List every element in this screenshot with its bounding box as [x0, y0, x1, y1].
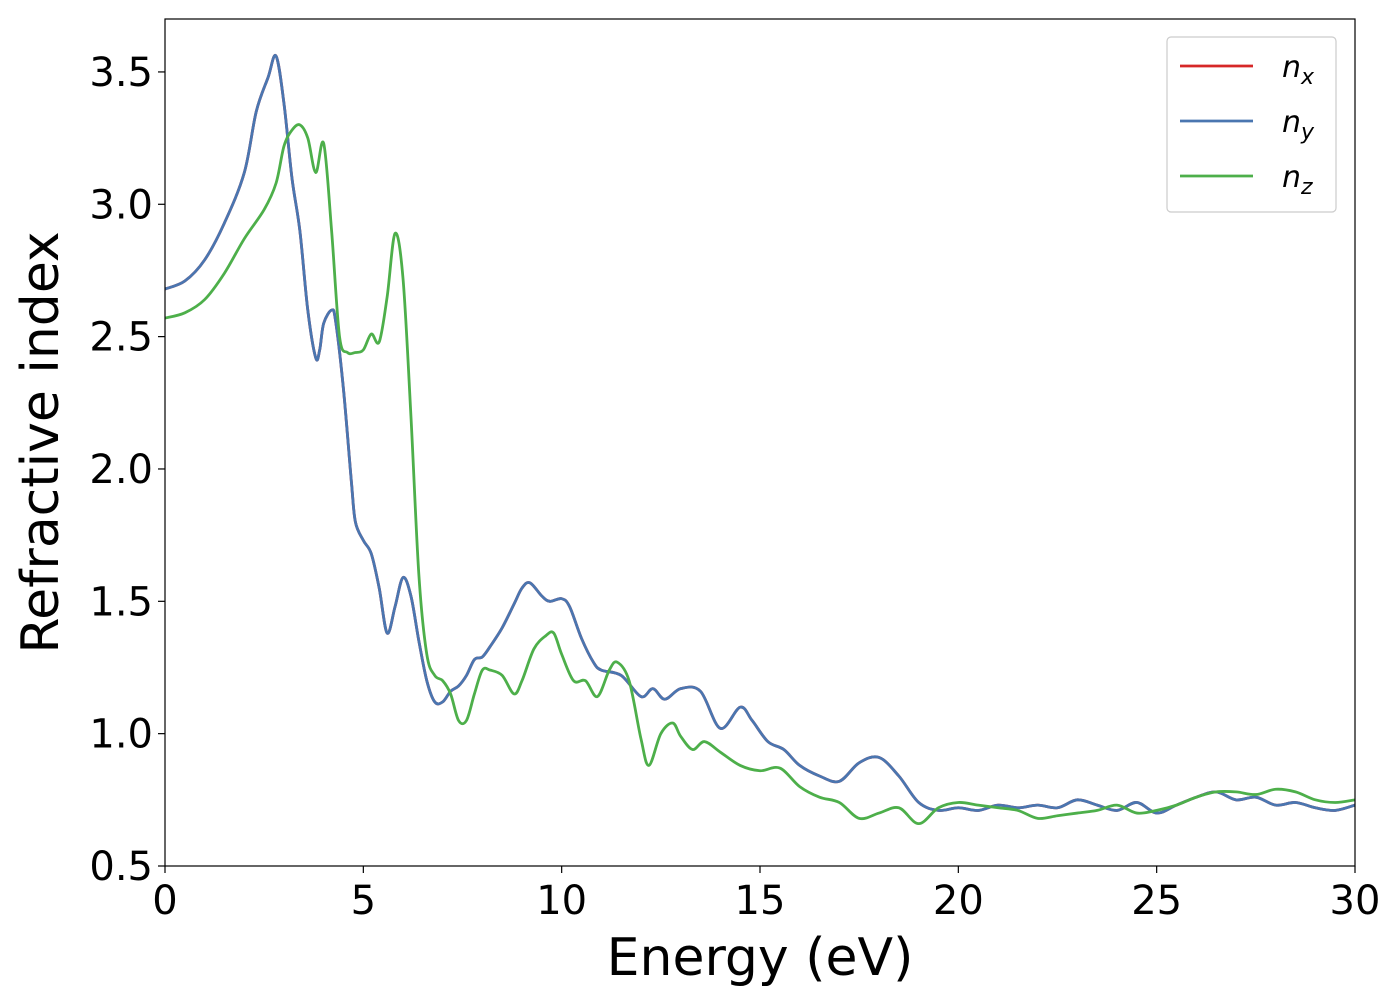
series-line-n-z	[165, 123, 1355, 826]
y-tick-label: 1.5	[89, 579, 153, 625]
x-tick-label: 30	[1330, 878, 1381, 924]
x-axis-ticks: 0 5 10 15 20 25 30	[152, 866, 1380, 924]
legend-label-n-z: nz	[1282, 160, 1313, 200]
legend-label-n-x: nx	[1282, 50, 1315, 90]
x-tick-label: 0	[152, 878, 177, 924]
x-tick-label: 5	[351, 878, 376, 924]
y-tick-label: 0.5	[89, 844, 153, 890]
y-tick-label: 3.5	[89, 50, 153, 96]
legend-label-n-y: ny	[1282, 105, 1315, 145]
y-tick-label: 2.5	[89, 315, 153, 361]
y-tick-label: 3.0	[89, 182, 153, 228]
y-axis-ticks: 0.5 1.0 1.5 2.0 2.5 3.0 3.5	[89, 50, 165, 890]
legend-box	[1166, 36, 1337, 213]
y-tick-label: 1.0	[89, 712, 153, 758]
x-tick-label: 20	[933, 878, 984, 924]
series-line-n-y	[165, 53, 1355, 815]
x-tick-label: 25	[1131, 878, 1182, 924]
x-tick-label: 15	[735, 878, 786, 924]
y-axis-title: Refractive index	[11, 231, 71, 653]
x-axis-title: Energy (eV)	[607, 928, 914, 988]
y-tick-label: 2.0	[89, 447, 153, 493]
series-layer	[165, 53, 1355, 826]
x-tick-label: 10	[536, 878, 587, 924]
legend: nx ny nz	[1166, 36, 1337, 213]
